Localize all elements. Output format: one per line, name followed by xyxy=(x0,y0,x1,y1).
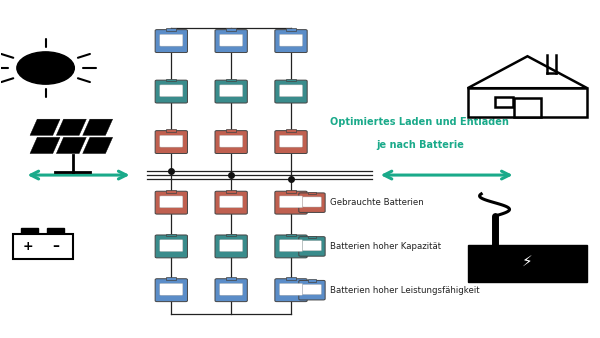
FancyBboxPatch shape xyxy=(275,30,307,52)
FancyBboxPatch shape xyxy=(275,235,307,258)
Text: Optimiertes Laden und Entladen: Optimiertes Laden und Entladen xyxy=(330,117,509,127)
FancyBboxPatch shape xyxy=(155,130,187,153)
FancyBboxPatch shape xyxy=(280,135,302,147)
FancyBboxPatch shape xyxy=(215,235,247,258)
FancyBboxPatch shape xyxy=(302,241,322,251)
Bar xyxy=(166,234,176,236)
FancyBboxPatch shape xyxy=(275,191,307,214)
FancyBboxPatch shape xyxy=(155,191,187,214)
Bar xyxy=(21,228,38,234)
Bar xyxy=(286,79,296,81)
FancyBboxPatch shape xyxy=(280,240,302,251)
Bar xyxy=(308,192,316,194)
FancyBboxPatch shape xyxy=(280,284,302,295)
Bar xyxy=(166,277,176,280)
Text: +: + xyxy=(22,240,33,253)
FancyBboxPatch shape xyxy=(155,30,187,52)
Bar xyxy=(286,277,296,280)
Bar xyxy=(166,129,176,132)
FancyBboxPatch shape xyxy=(275,80,307,103)
FancyBboxPatch shape xyxy=(302,285,322,294)
Bar xyxy=(226,28,236,31)
Bar xyxy=(226,190,236,193)
Bar xyxy=(308,236,316,238)
FancyBboxPatch shape xyxy=(160,135,183,147)
Bar xyxy=(226,129,236,132)
FancyBboxPatch shape xyxy=(275,279,307,301)
FancyBboxPatch shape xyxy=(220,135,243,147)
Bar xyxy=(286,190,296,193)
FancyBboxPatch shape xyxy=(160,284,183,295)
Bar xyxy=(467,88,587,117)
Bar xyxy=(166,79,176,81)
FancyBboxPatch shape xyxy=(280,196,302,208)
FancyBboxPatch shape xyxy=(215,191,247,214)
FancyBboxPatch shape xyxy=(220,284,243,295)
FancyBboxPatch shape xyxy=(280,85,302,97)
FancyBboxPatch shape xyxy=(155,279,187,301)
FancyBboxPatch shape xyxy=(302,197,322,207)
FancyBboxPatch shape xyxy=(160,85,183,97)
Polygon shape xyxy=(56,137,86,153)
FancyBboxPatch shape xyxy=(160,196,183,208)
FancyBboxPatch shape xyxy=(299,193,325,212)
FancyBboxPatch shape xyxy=(299,237,325,256)
Polygon shape xyxy=(83,137,113,153)
FancyBboxPatch shape xyxy=(160,34,183,46)
Text: Gebrauchte Batterien: Gebrauchte Batterien xyxy=(330,198,424,207)
Bar xyxy=(166,28,176,31)
Bar xyxy=(286,234,296,236)
Bar xyxy=(226,234,236,236)
Text: je nach Batterie: je nach Batterie xyxy=(376,140,464,150)
Circle shape xyxy=(17,52,74,84)
Bar xyxy=(47,228,64,234)
Bar xyxy=(308,280,316,282)
Text: Batterien hoher Leistungsfähigkeit: Batterien hoher Leistungsfähigkeit xyxy=(330,286,479,295)
FancyBboxPatch shape xyxy=(275,130,307,153)
FancyBboxPatch shape xyxy=(155,80,187,103)
FancyBboxPatch shape xyxy=(220,240,243,251)
Bar xyxy=(13,234,73,259)
Bar xyxy=(467,245,587,282)
Polygon shape xyxy=(83,119,113,135)
Polygon shape xyxy=(30,119,60,135)
Bar xyxy=(166,190,176,193)
Bar xyxy=(494,97,512,107)
FancyBboxPatch shape xyxy=(215,30,247,52)
Bar xyxy=(514,98,541,117)
Text: ⚡: ⚡ xyxy=(522,254,533,269)
Bar xyxy=(286,129,296,132)
FancyBboxPatch shape xyxy=(220,85,243,97)
FancyBboxPatch shape xyxy=(215,130,247,153)
FancyBboxPatch shape xyxy=(299,281,325,300)
FancyBboxPatch shape xyxy=(280,34,302,46)
Polygon shape xyxy=(56,119,86,135)
FancyBboxPatch shape xyxy=(155,235,187,258)
Text: –: – xyxy=(52,239,59,254)
Polygon shape xyxy=(30,137,60,153)
FancyBboxPatch shape xyxy=(220,34,243,46)
FancyBboxPatch shape xyxy=(220,196,243,208)
Bar xyxy=(226,79,236,81)
FancyBboxPatch shape xyxy=(215,279,247,301)
FancyBboxPatch shape xyxy=(160,240,183,251)
Text: Batterien hoher Kapazität: Batterien hoher Kapazität xyxy=(330,242,441,251)
Bar xyxy=(226,277,236,280)
FancyBboxPatch shape xyxy=(215,80,247,103)
Bar xyxy=(286,28,296,31)
